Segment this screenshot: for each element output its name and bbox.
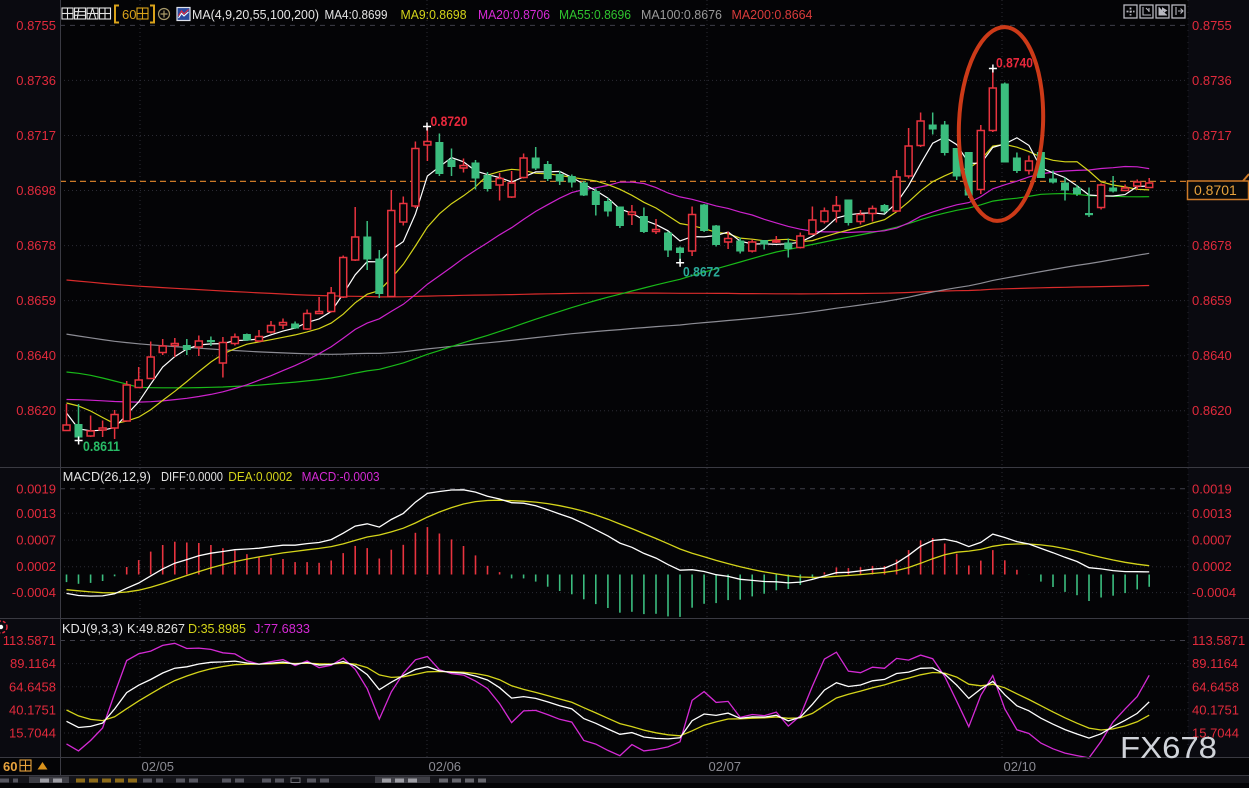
- svg-text:0.8740: 0.8740: [996, 55, 1033, 71]
- svg-text:64.6458: 64.6458: [9, 679, 56, 694]
- svg-text:DEA:0.0002: DEA:0.0002: [228, 469, 292, 484]
- svg-text:0.8736: 0.8736: [1192, 73, 1232, 88]
- svg-text:0.8640: 0.8640: [1192, 348, 1232, 363]
- svg-text:0.8659: 0.8659: [16, 293, 56, 308]
- svg-text:60: 60: [3, 759, 17, 774]
- svg-text:KDJ(9,3,3): KDJ(9,3,3): [62, 621, 123, 636]
- svg-text:0.8701: 0.8701: [1194, 182, 1237, 198]
- svg-text:MA200:0.8664: MA200:0.8664: [732, 7, 813, 22]
- svg-text:-0.0004: -0.0004: [12, 585, 56, 600]
- svg-text:0.0013: 0.0013: [1192, 506, 1232, 521]
- svg-text:89.1164: 89.1164: [1192, 656, 1238, 671]
- svg-text:0.8755: 0.8755: [16, 18, 56, 33]
- svg-text:0.0013: 0.0013: [16, 506, 56, 521]
- svg-text:64.6458: 64.6458: [1192, 679, 1239, 694]
- svg-text:0.8620: 0.8620: [16, 403, 56, 418]
- svg-text:0.0019: 0.0019: [16, 481, 56, 496]
- svg-text:0.8672: 0.8672: [683, 264, 720, 280]
- svg-text:MACD(26,12,9): MACD(26,12,9): [63, 469, 151, 484]
- svg-text:FX678: FX678: [1120, 730, 1217, 765]
- svg-text:113.5871: 113.5871: [1192, 633, 1245, 648]
- svg-text:0.8640: 0.8640: [16, 348, 56, 363]
- svg-text:113.5871: 113.5871: [3, 633, 56, 648]
- svg-text:0.0007: 0.0007: [16, 533, 56, 548]
- svg-text:0.0007: 0.0007: [1192, 533, 1232, 548]
- svg-text:-0.0004: -0.0004: [1192, 585, 1236, 600]
- svg-text:02/05: 02/05: [142, 759, 175, 774]
- svg-text:DIFF:0.0000: DIFF:0.0000: [161, 469, 223, 484]
- svg-text:MA100:0.8676: MA100:0.8676: [641, 7, 722, 22]
- svg-text:0.0019: 0.0019: [1192, 481, 1232, 496]
- svg-text:MA20:0.8706: MA20:0.8706: [478, 7, 550, 22]
- svg-text:40.1751: 40.1751: [9, 702, 56, 717]
- svg-text:0.8736: 0.8736: [16, 73, 56, 88]
- svg-text:MA55:0.8696: MA55:0.8696: [559, 7, 631, 22]
- svg-text:0.8678: 0.8678: [1192, 238, 1232, 253]
- svg-text:15.7044: 15.7044: [1192, 726, 1239, 741]
- svg-text:89.1164: 89.1164: [10, 656, 56, 671]
- svg-text:K:49.8267: K:49.8267: [127, 621, 185, 636]
- svg-text:MACD:-0.0003: MACD:-0.0003: [302, 469, 380, 484]
- svg-text:0.8659: 0.8659: [1192, 293, 1232, 308]
- svg-text:02/10: 02/10: [1004, 759, 1037, 774]
- svg-text:0.8755: 0.8755: [1192, 18, 1232, 33]
- svg-text:15.7044: 15.7044: [9, 726, 56, 741]
- svg-text:60: 60: [122, 7, 136, 22]
- svg-text:0.8717: 0.8717: [1192, 128, 1232, 143]
- svg-text:D:35.8985: D:35.8985: [188, 621, 246, 636]
- svg-text:02/07: 02/07: [709, 759, 742, 774]
- svg-text:MA(4,9,20,55,100,200): MA(4,9,20,55,100,200): [192, 7, 319, 22]
- svg-text:0.8720: 0.8720: [431, 113, 468, 129]
- svg-text:0.8698: 0.8698: [16, 183, 56, 198]
- svg-text:0.8611: 0.8611: [83, 438, 120, 454]
- svg-text:0.0002: 0.0002: [1192, 559, 1232, 574]
- svg-text:MA9:0.8698: MA9:0.8698: [401, 7, 467, 22]
- svg-text:0.8717: 0.8717: [16, 128, 56, 143]
- svg-text:0.8620: 0.8620: [1192, 403, 1232, 418]
- svg-text:02/06: 02/06: [429, 759, 462, 774]
- svg-text:J:77.6833: J:77.6833: [254, 621, 310, 636]
- svg-text:0.8678: 0.8678: [16, 238, 56, 253]
- svg-text:0.0002: 0.0002: [16, 559, 56, 574]
- svg-text:40.1751: 40.1751: [1192, 702, 1239, 717]
- svg-text:MA4:0.8699: MA4:0.8699: [325, 7, 388, 22]
